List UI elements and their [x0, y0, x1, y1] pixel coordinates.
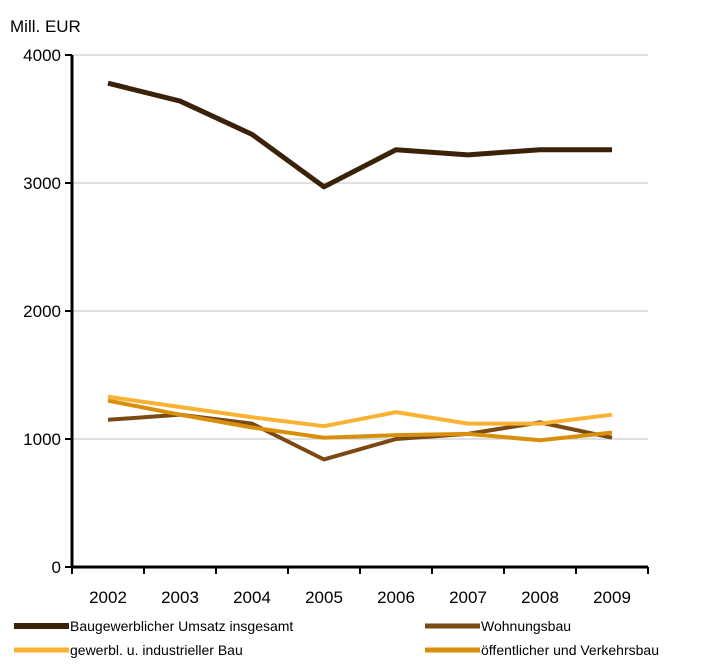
- x-tick-label: 2008: [521, 588, 559, 607]
- x-tick-label: 2004: [233, 588, 271, 607]
- series-line-1: [107, 80, 612, 190]
- x-tick-label: 2005: [305, 588, 343, 607]
- x-tick-label: 2007: [449, 588, 487, 607]
- series-line-3: [107, 394, 613, 429]
- x-tick-label: 2006: [377, 588, 415, 607]
- gridlines: [72, 54, 648, 440]
- legend-label: gewerbl. u. industrieller Bau: [70, 642, 243, 658]
- y-tick-label: 3000: [23, 174, 61, 193]
- y-axis-ticks: 0 1000 2000 3000 4000: [23, 46, 72, 577]
- y-tick-label: 0: [52, 558, 61, 577]
- series-lines: [107, 80, 613, 462]
- x-tick-label: 2009: [593, 588, 631, 607]
- x-tick-label: 2003: [161, 588, 199, 607]
- legend-label: Baugewerblicher Umsatz insgesamt: [70, 618, 293, 634]
- y-tick-label: 2000: [23, 302, 61, 321]
- y-unit-label: Mill. EUR: [10, 17, 81, 36]
- series-line-4: [107, 398, 613, 443]
- y-tick-label: 1000: [23, 430, 61, 449]
- axes: [70, 55, 648, 569]
- legend-label: Wohnungsbau: [481, 618, 571, 634]
- x-axis-ticks: 2002 2003 2004 2005 2006 2007 2008 2009: [71, 567, 649, 607]
- legend-label: öffentlicher und Verkehrsbau: [481, 642, 659, 658]
- y-tick-label: 4000: [23, 46, 61, 65]
- x-tick-label: 2002: [89, 588, 127, 607]
- legend: Baugewerblicher Umsatz insgesamt Wohnungs…: [14, 618, 659, 658]
